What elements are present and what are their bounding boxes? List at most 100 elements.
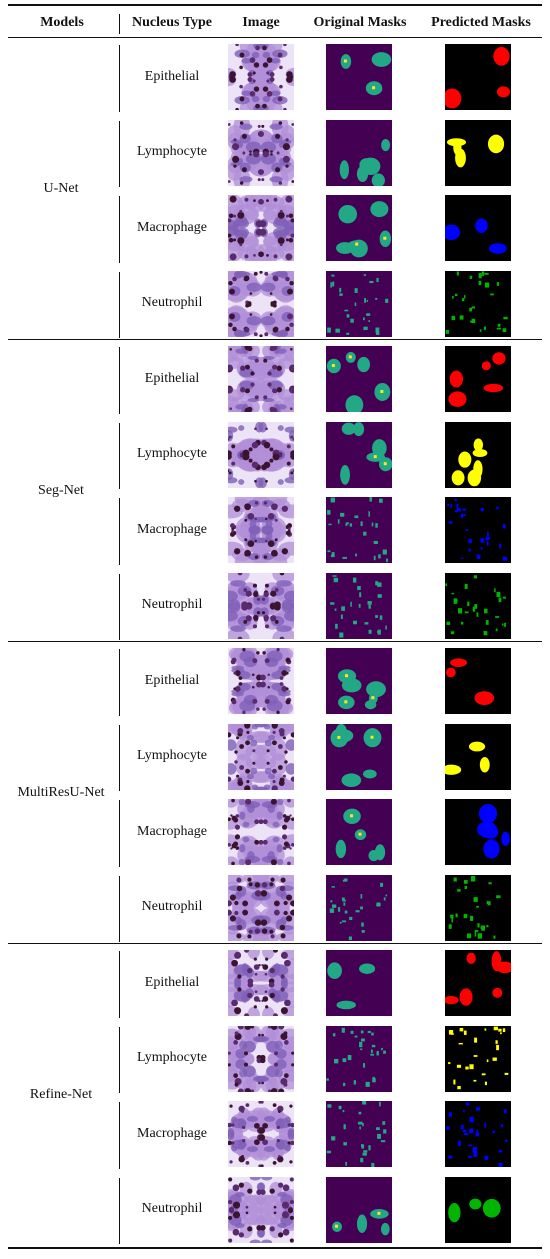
predicted-mask	[445, 572, 511, 639]
predicted-mask	[445, 1025, 511, 1092]
tissue-image-graphic	[228, 799, 294, 865]
original-mask-graphic	[326, 421, 392, 488]
original-mask	[326, 270, 392, 337]
predicted-mask-graphic	[445, 799, 511, 865]
original-mask-graphic	[326, 1176, 392, 1243]
predicted-mask-graphic	[445, 421, 511, 488]
tissue-image-graphic	[228, 874, 294, 941]
header-original-masks: Original Masks	[313, 15, 407, 30]
nucleus-type: Macrophage	[137, 1125, 207, 1141]
tissue-image-graphic	[228, 950, 294, 1016]
row-divider	[119, 196, 121, 263]
tissue-image-graphic	[228, 497, 294, 563]
top-rule	[8, 4, 542, 6]
original-mask	[326, 119, 392, 186]
tissue-image	[228, 421, 294, 488]
predicted-mask	[445, 648, 511, 714]
predicted-mask-graphic	[445, 572, 511, 639]
group-rule	[8, 641, 542, 642]
tissue-image-graphic	[228, 195, 294, 261]
predicted-mask	[445, 270, 511, 337]
original-mask	[326, 572, 392, 639]
original-mask-graphic	[326, 195, 392, 261]
original-mask-graphic	[326, 723, 392, 790]
original-mask	[326, 723, 392, 790]
predicted-mask-graphic	[445, 950, 511, 1016]
predicted-mask-graphic	[445, 874, 511, 941]
original-mask	[326, 346, 392, 412]
row-divider	[119, 347, 121, 414]
nucleus-type: Macrophage	[137, 521, 207, 537]
header-predicted-masks: Predicted Masks	[431, 15, 531, 30]
row-divider	[119, 1102, 121, 1169]
original-mask	[326, 1025, 392, 1092]
nucleus-type: Lymphocyte	[137, 748, 207, 764]
model-name: U-Net	[43, 181, 79, 196]
header-nucleus-type: Nucleus Type	[132, 15, 212, 30]
row-divider	[119, 724, 121, 791]
predicted-mask	[445, 799, 511, 865]
original-mask-graphic	[326, 950, 392, 1016]
tissue-image	[228, 346, 294, 412]
original-mask	[326, 497, 392, 563]
predicted-mask	[445, 950, 511, 1016]
group-rule	[8, 943, 542, 944]
original-mask	[326, 1101, 392, 1167]
original-mask-graphic	[326, 1101, 392, 1167]
row-divider	[119, 573, 121, 640]
predicted-mask	[445, 346, 511, 412]
header-image: Image	[242, 15, 280, 30]
tissue-image-graphic	[228, 648, 294, 714]
predicted-mask-graphic	[445, 648, 511, 714]
tissue-image	[228, 950, 294, 1016]
row-divider	[119, 1177, 121, 1244]
original-mask-graphic	[326, 497, 392, 563]
nucleus-type: Lymphocyte	[137, 446, 207, 462]
predicted-mask	[445, 119, 511, 186]
tissue-image-graphic	[228, 270, 294, 337]
tissue-image	[228, 1101, 294, 1167]
tissue-image-graphic	[228, 119, 294, 186]
row-divider	[119, 649, 121, 716]
header-rule	[8, 37, 542, 38]
original-mask-graphic	[326, 799, 392, 865]
original-mask-graphic	[326, 270, 392, 337]
header-divider	[119, 14, 121, 34]
model-name: Seg-Net	[38, 483, 84, 498]
predicted-mask-graphic	[445, 44, 511, 110]
nucleus-type: Neutrophil	[141, 597, 203, 613]
predicted-mask	[445, 44, 511, 110]
predicted-mask	[445, 1176, 511, 1243]
bottom-rule	[8, 1247, 542, 1249]
nucleus-type: Epithelial	[144, 68, 200, 84]
original-mask-graphic	[326, 44, 392, 110]
tissue-image	[228, 572, 294, 639]
tissue-image	[228, 1176, 294, 1243]
nucleus-type: Neutrophil	[141, 295, 203, 311]
predicted-mask	[445, 195, 511, 261]
predicted-mask	[445, 421, 511, 488]
nucleus-type: Epithelial	[144, 370, 200, 386]
original-mask	[326, 195, 392, 261]
tissue-image-graphic	[228, 1176, 294, 1243]
row-divider	[119, 422, 121, 489]
predicted-mask-graphic	[445, 270, 511, 337]
predicted-mask	[445, 723, 511, 790]
tissue-image-graphic	[228, 1101, 294, 1167]
nucleus-type: Macrophage	[137, 219, 207, 235]
tissue-image	[228, 119, 294, 186]
model-name: Refine-Net	[29, 1087, 93, 1102]
tissue-image-graphic	[228, 421, 294, 488]
original-mask-graphic	[326, 346, 392, 412]
row-divider	[119, 120, 121, 187]
original-mask	[326, 44, 392, 110]
nucleus-type: Lymphocyte	[137, 1050, 207, 1066]
nucleus-type: Lymphocyte	[137, 144, 207, 160]
original-mask	[326, 1176, 392, 1243]
tissue-image-graphic	[228, 572, 294, 639]
nucleus-type: Neutrophil	[141, 899, 203, 915]
row-divider	[119, 1026, 121, 1093]
tissue-image-graphic	[228, 723, 294, 790]
row-divider	[119, 45, 121, 112]
group-rule	[8, 339, 542, 340]
